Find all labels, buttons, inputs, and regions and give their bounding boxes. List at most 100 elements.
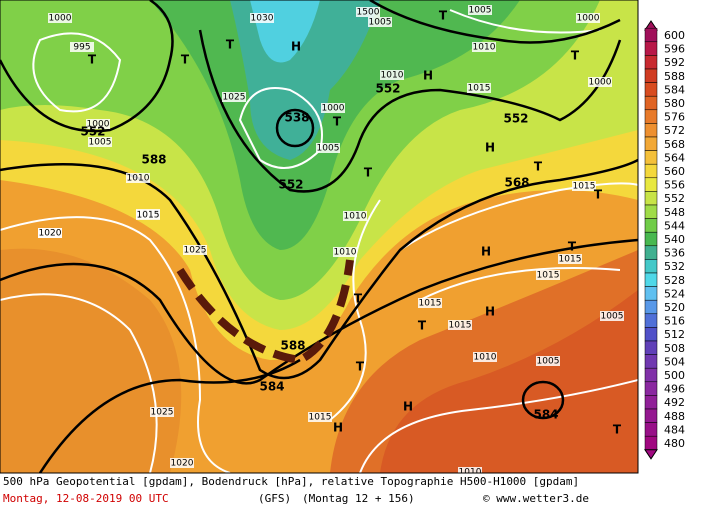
contour-label: 1015 xyxy=(419,299,442,309)
colorbar-swatch xyxy=(644,313,658,328)
footer-model: (GFS) xyxy=(258,492,291,505)
label-backing xyxy=(316,143,340,153)
contour-label: 1015 xyxy=(449,321,472,331)
contour-label: T xyxy=(333,115,342,129)
label-backing xyxy=(222,92,246,102)
colorbar-label: 600 xyxy=(664,29,685,42)
colorbar-label: 496 xyxy=(664,383,685,396)
label-backing xyxy=(588,77,612,87)
contour-label: 1025 xyxy=(151,408,174,418)
colorbar-label: 556 xyxy=(664,179,685,192)
colorbar-label: 504 xyxy=(664,355,685,368)
colorbar-label: 540 xyxy=(664,233,685,246)
colorbar-label: 596 xyxy=(664,43,685,56)
contour-label: T xyxy=(226,38,235,52)
colorbar-label: 512 xyxy=(664,328,685,341)
contour-label: 1010 xyxy=(344,212,367,222)
contour-label: T xyxy=(88,53,97,67)
region xyxy=(0,248,182,473)
contour-label: T xyxy=(356,360,365,374)
colorbar-swatch xyxy=(644,286,658,301)
contour-label: 1030 xyxy=(251,14,274,24)
colorbar-swatch xyxy=(644,422,658,437)
label-backing xyxy=(48,13,72,23)
contour-label: 1015 xyxy=(137,211,160,221)
contour-label: 1020 xyxy=(39,229,62,239)
contour-label: T xyxy=(571,49,580,63)
label-backing xyxy=(150,407,174,417)
colorbar-label: 576 xyxy=(664,111,685,124)
contour-label: 995 xyxy=(73,43,90,53)
label-backing xyxy=(136,210,160,220)
contour-label: 1000 xyxy=(589,78,612,88)
contour-label: T xyxy=(613,423,622,437)
colorbar-label: 592 xyxy=(664,56,685,69)
contour-label: H xyxy=(291,40,301,54)
contour-label: 1500 xyxy=(357,8,380,18)
colorbar-swatch xyxy=(644,299,658,315)
colorbar-swatch xyxy=(644,123,658,138)
contour-label: H xyxy=(403,400,413,414)
colorbar-label: 580 xyxy=(664,97,685,110)
label-backing xyxy=(88,137,112,147)
colorbar-label: 520 xyxy=(664,301,685,314)
colorbar-label: 524 xyxy=(664,287,685,300)
contour-label: T xyxy=(418,319,427,333)
label-backing xyxy=(458,467,482,473)
label-backing xyxy=(38,228,62,238)
colorbar-swatch xyxy=(644,218,658,233)
label-backing xyxy=(467,83,491,93)
label-backing xyxy=(448,320,472,330)
colorbar-label: 516 xyxy=(664,315,685,328)
contour-label: 1015 xyxy=(309,413,332,423)
colorbar-swatch xyxy=(644,435,658,451)
label-backing xyxy=(250,13,274,23)
trough-line xyxy=(176,259,354,365)
colorbar-swatch xyxy=(644,163,658,179)
map: 10009951000100555210201015TTT1030H102553… xyxy=(0,0,638,478)
label-backing xyxy=(356,7,380,17)
contour-label: T xyxy=(534,160,543,174)
label-backing xyxy=(321,103,345,113)
colorbar-swatch xyxy=(644,177,658,192)
footer-credit: © www.wetter3.de xyxy=(483,492,589,505)
label-backing xyxy=(333,247,357,257)
contour-label: T xyxy=(181,53,190,67)
colorbar-swatch xyxy=(644,395,658,410)
contour-label: 1005 xyxy=(537,357,560,367)
contour-label: 588 xyxy=(141,153,166,167)
colorbar-label: 564 xyxy=(664,151,685,164)
colorbar-label: 588 xyxy=(664,70,685,83)
colorbar-swatch xyxy=(644,327,658,342)
colorbar-swatch xyxy=(644,136,658,151)
label-backing xyxy=(572,181,596,191)
contour-label: 1025 xyxy=(184,246,207,256)
contour-label: 1010 xyxy=(459,468,482,478)
colorbar-label: 544 xyxy=(664,219,685,232)
contour-label: 584 xyxy=(259,380,284,394)
colorbar-swatch xyxy=(644,109,658,124)
contour-label: H xyxy=(485,141,495,155)
colorbar-label: 488 xyxy=(664,410,685,423)
footer-description: 500 hPa Geopotential [gpdam], Bodendruck… xyxy=(3,475,579,488)
colorbar-swatch xyxy=(644,367,658,383)
contour-label: H xyxy=(481,245,491,259)
contour-label: H xyxy=(333,421,343,435)
colorbar-label: 480 xyxy=(664,437,685,450)
colorbar-swatch xyxy=(644,381,658,396)
contour-label: T xyxy=(594,188,603,202)
colorbar-swatch xyxy=(644,408,658,423)
contour-label: 1025 xyxy=(223,93,246,103)
contour-label: H xyxy=(485,305,495,319)
colorbar-label: 568 xyxy=(664,138,685,151)
colorbar-label: 548 xyxy=(664,206,685,219)
label-backing xyxy=(473,352,497,362)
label-backing xyxy=(536,270,560,280)
contour-label: 1015 xyxy=(559,255,582,265)
label-backing xyxy=(86,119,110,129)
label-backing xyxy=(536,356,560,366)
colorbar-swatch xyxy=(644,272,658,287)
contour-label: 552 xyxy=(80,125,105,139)
label-backing xyxy=(368,17,392,27)
label-backing xyxy=(600,311,624,321)
